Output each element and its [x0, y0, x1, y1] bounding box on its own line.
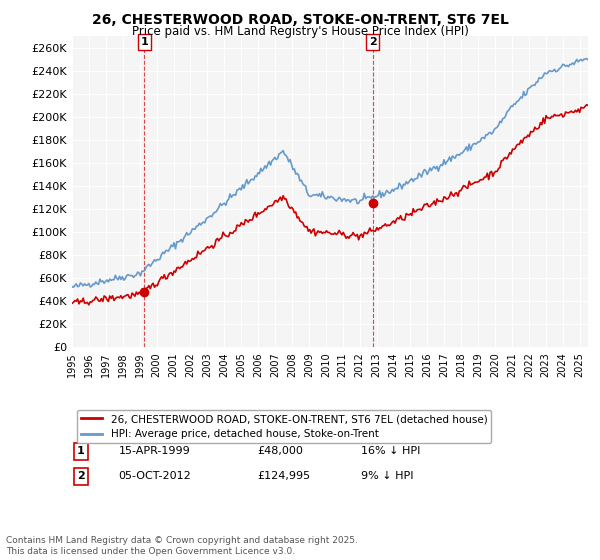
Text: 2: 2 [77, 471, 85, 481]
Text: 9% ↓ HPI: 9% ↓ HPI [361, 471, 413, 481]
Text: 26, CHESTERWOOD ROAD, STOKE-ON-TRENT, ST6 7EL: 26, CHESTERWOOD ROAD, STOKE-ON-TRENT, ST… [92, 13, 508, 27]
Text: 1: 1 [140, 37, 148, 47]
Text: 05-OCT-2012: 05-OCT-2012 [118, 471, 191, 481]
Legend: 26, CHESTERWOOD ROAD, STOKE-ON-TRENT, ST6 7EL (detached house), HPI: Average pri: 26, CHESTERWOOD ROAD, STOKE-ON-TRENT, ST… [77, 410, 491, 444]
Text: Price paid vs. HM Land Registry's House Price Index (HPI): Price paid vs. HM Land Registry's House … [131, 25, 469, 38]
Text: Contains HM Land Registry data © Crown copyright and database right 2025.
This d: Contains HM Land Registry data © Crown c… [6, 536, 358, 556]
Text: 15-APR-1999: 15-APR-1999 [118, 446, 190, 456]
Text: 2: 2 [369, 37, 377, 47]
Text: 16% ↓ HPI: 16% ↓ HPI [361, 446, 421, 456]
Text: £48,000: £48,000 [258, 446, 304, 456]
Text: £124,995: £124,995 [258, 471, 311, 481]
Text: 1: 1 [77, 446, 85, 456]
